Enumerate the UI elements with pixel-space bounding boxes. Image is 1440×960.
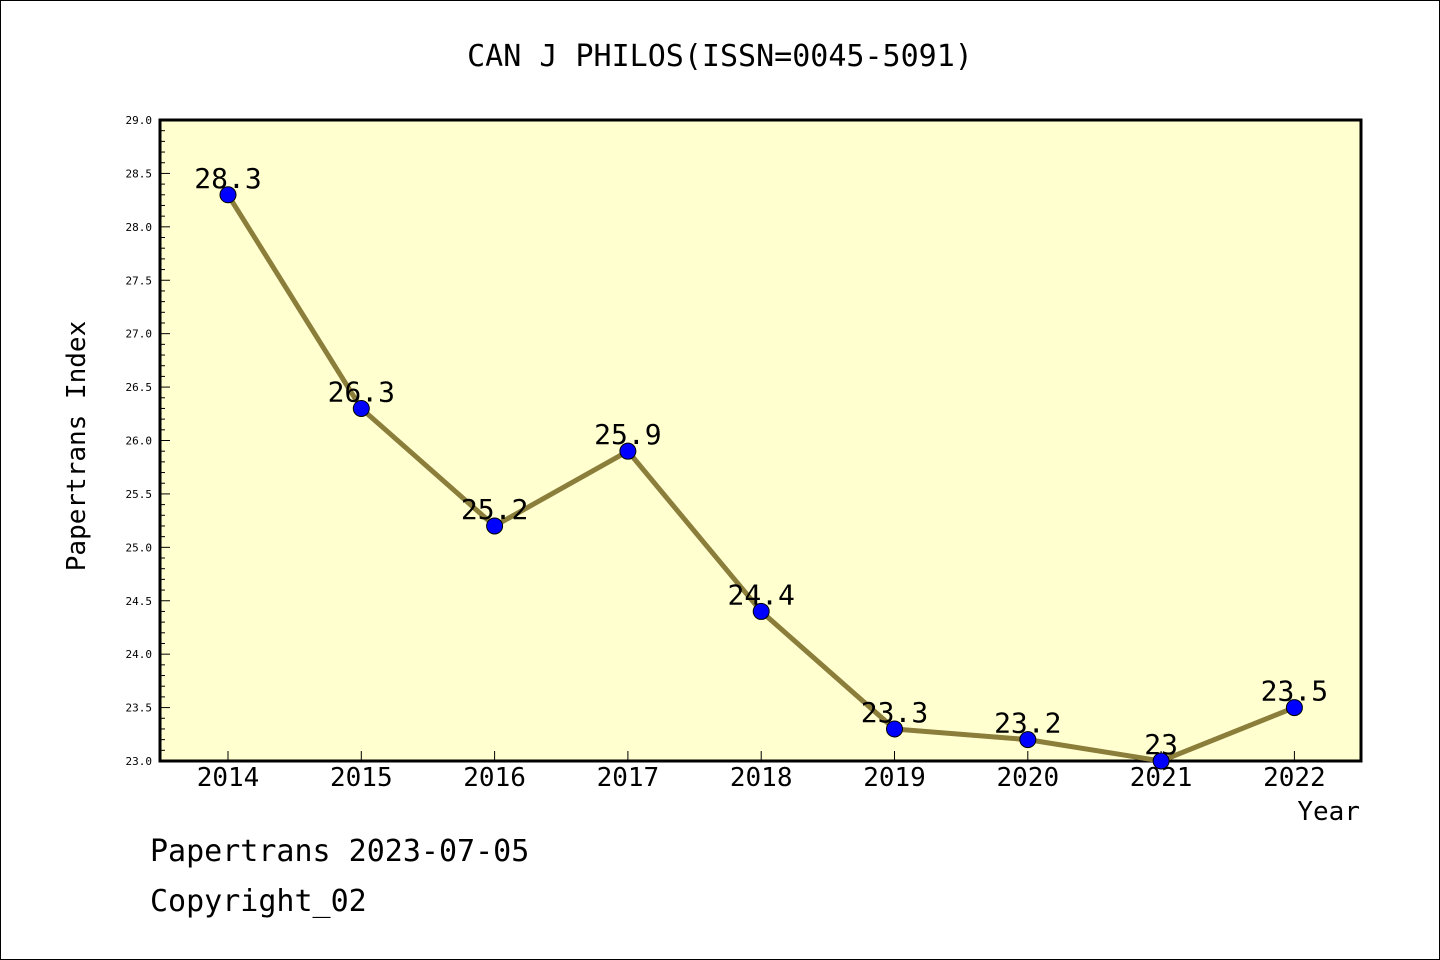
data-label-2019: 23.3 <box>861 696 928 729</box>
footer-copyright: Copyright_02 <box>150 884 367 919</box>
data-label-2021: 23 <box>1144 728 1178 761</box>
y-tick-label: 24.0 <box>126 648 153 661</box>
y-axis-label: Papertrans Index <box>62 321 92 571</box>
x-axis-label: Year <box>1297 797 1360 827</box>
y-axis-ticks: 23.0 23.5 24.0 24.5 25.0 25.5 26.0 26.5 27.0 27.5… <box>126 114 170 768</box>
y-tick-label: 23.5 <box>126 702 153 715</box>
data-point-2020 <box>1019 731 1037 749</box>
data-label-2017: 25.9 <box>594 418 661 451</box>
y-tick-label: 26.5 <box>126 381 153 394</box>
x-tick-label: 2022 <box>1263 763 1326 793</box>
data-label-2020: 23.2 <box>994 707 1061 740</box>
y-tick-label: 28.0 <box>126 221 153 234</box>
data-labels: 28.3 26.3 25.2 25.9 24.4 23.3 23.2 23 23.5 <box>194 162 1328 761</box>
x-tick-label: 2017 <box>597 763 660 793</box>
data-point-2021 <box>1152 752 1170 770</box>
data-point-2019 <box>886 720 903 738</box>
y-tick-label: 23.0 <box>126 755 153 768</box>
y-tick-label: 27.0 <box>126 328 153 341</box>
plot-area <box>158 118 1363 763</box>
data-label-2016: 25.2 <box>461 493 528 526</box>
data-point-2022 <box>1285 699 1303 717</box>
x-axis-ticks: 2014 2015 2016 2017 2018 2019 2020 2021 2022 <box>197 751 1326 793</box>
footer-source: Papertrans 2023-07-05 <box>150 834 530 869</box>
data-label-2014: 28.3 <box>194 162 261 195</box>
data-point-2015 <box>352 399 370 417</box>
x-tick-label: 2018 <box>730 763 793 793</box>
chart-title: CAN J PHILOS(ISSN=0045-5091) <box>467 39 973 74</box>
data-point-2014 <box>219 186 237 204</box>
data-label-2015: 26.3 <box>328 375 395 408</box>
data-point-2018 <box>752 602 770 620</box>
data-point-2017 <box>619 442 637 460</box>
x-tick-label: 2020 <box>996 763 1059 793</box>
x-tick-label: 2015 <box>330 763 393 793</box>
y-tick-label: 29.0 <box>126 114 153 127</box>
x-tick-label: 2016 <box>463 763 526 793</box>
y-tick-label: 27.5 <box>126 274 153 287</box>
y-tick-label: 26.0 <box>126 435 153 448</box>
y-tick-label: 28.5 <box>126 167 153 180</box>
y-tick-label: 24.5 <box>126 595 153 608</box>
x-tick-label: 2014 <box>197 763 260 793</box>
y-tick-label: 25.0 <box>126 541 153 554</box>
series-papertrans-index <box>219 186 1303 770</box>
data-label-2018: 24.4 <box>727 578 794 611</box>
data-point-2016 <box>486 517 504 535</box>
x-tick-label: 2019 <box>863 763 926 793</box>
y-tick-label: 25.5 <box>126 488 153 501</box>
data-label-2022: 23.5 <box>1261 675 1328 708</box>
